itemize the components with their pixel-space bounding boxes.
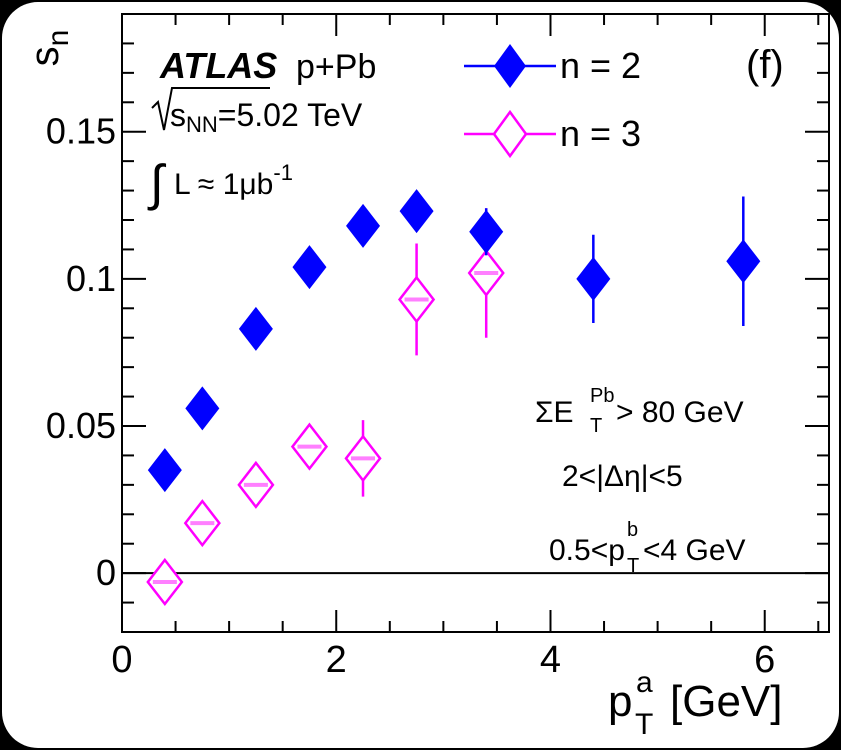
series-n2 [147, 189, 761, 493]
et-cut-rest: > 80 GeV [616, 396, 744, 429]
y-tick-labels: 0 0.05 0.1 0.15 [46, 111, 116, 593]
data-point [399, 189, 434, 234]
lumi-label: L ≈ 1μb-1 [174, 160, 293, 201]
energy-value: =5.02 TeV [218, 97, 363, 133]
lumi-sup: -1 [273, 160, 293, 185]
data-point [726, 239, 761, 284]
x-axis-label-unit: [GeV] [670, 677, 783, 726]
legend-marker-n2 [494, 44, 526, 88]
x-tick-label: 4 [540, 639, 561, 681]
data-point [576, 256, 611, 301]
y-tick-label: 0 [96, 552, 116, 593]
ptb-cut-right: <4 GeV [643, 534, 746, 567]
data-point [185, 386, 220, 431]
x-axis-label-sup: a [636, 666, 653, 699]
data-point [469, 209, 504, 254]
deta-cut-label: 2<|Δη|<5 [562, 460, 683, 493]
system-label: p+Pb [296, 48, 376, 86]
legend-label-n2: n = 2 [560, 45, 641, 86]
experiment-label: ATLAS [159, 45, 277, 86]
sqrt-symbol [151, 87, 270, 131]
y-tick-label: 0.1 [66, 258, 116, 299]
y-tick-label: 0.15 [46, 111, 116, 152]
et-cut-sup: Pb [590, 385, 614, 407]
ptb-cut-sup: b [627, 519, 638, 541]
data-point [346, 203, 381, 248]
et-cut-sub: T [590, 415, 602, 437]
plot-area [121, 13, 830, 633]
x-tick-labels: 0 2 4 6 [111, 639, 775, 681]
series-n3 [146, 208, 505, 607]
y-tick-label: 0.05 [46, 405, 116, 446]
panel-label: (f) [746, 43, 784, 87]
data-point [238, 306, 273, 351]
legend-marker-n3 [492, 109, 528, 159]
y-axis-label: sn [23, 30, 75, 67]
energy-label: sNN=5.02 TeV [170, 97, 363, 137]
legend: n = 2 n = 3 [464, 44, 641, 159]
lumi-integral: ∫ [147, 155, 167, 211]
legend-label-n3: n = 3 [560, 113, 641, 154]
x-axis-label-sub: T [635, 708, 653, 741]
x-axis-label: p [608, 677, 632, 726]
ptb-cut-sub: T [627, 555, 639, 577]
x-tick-label: 0 [111, 639, 132, 681]
axis-ticks [121, 13, 829, 633]
data-point [292, 245, 327, 290]
energy-sub: NN [186, 112, 218, 137]
y-axis-label-sub: n [42, 30, 75, 47]
data-point [147, 448, 182, 493]
x-tick-label: 2 [326, 639, 347, 681]
data-series [146, 189, 761, 607]
ptb-cut-label: 0.5<p [549, 534, 625, 567]
x-tick-label: 6 [754, 639, 775, 681]
et-cut-label: ΣE [535, 396, 574, 429]
